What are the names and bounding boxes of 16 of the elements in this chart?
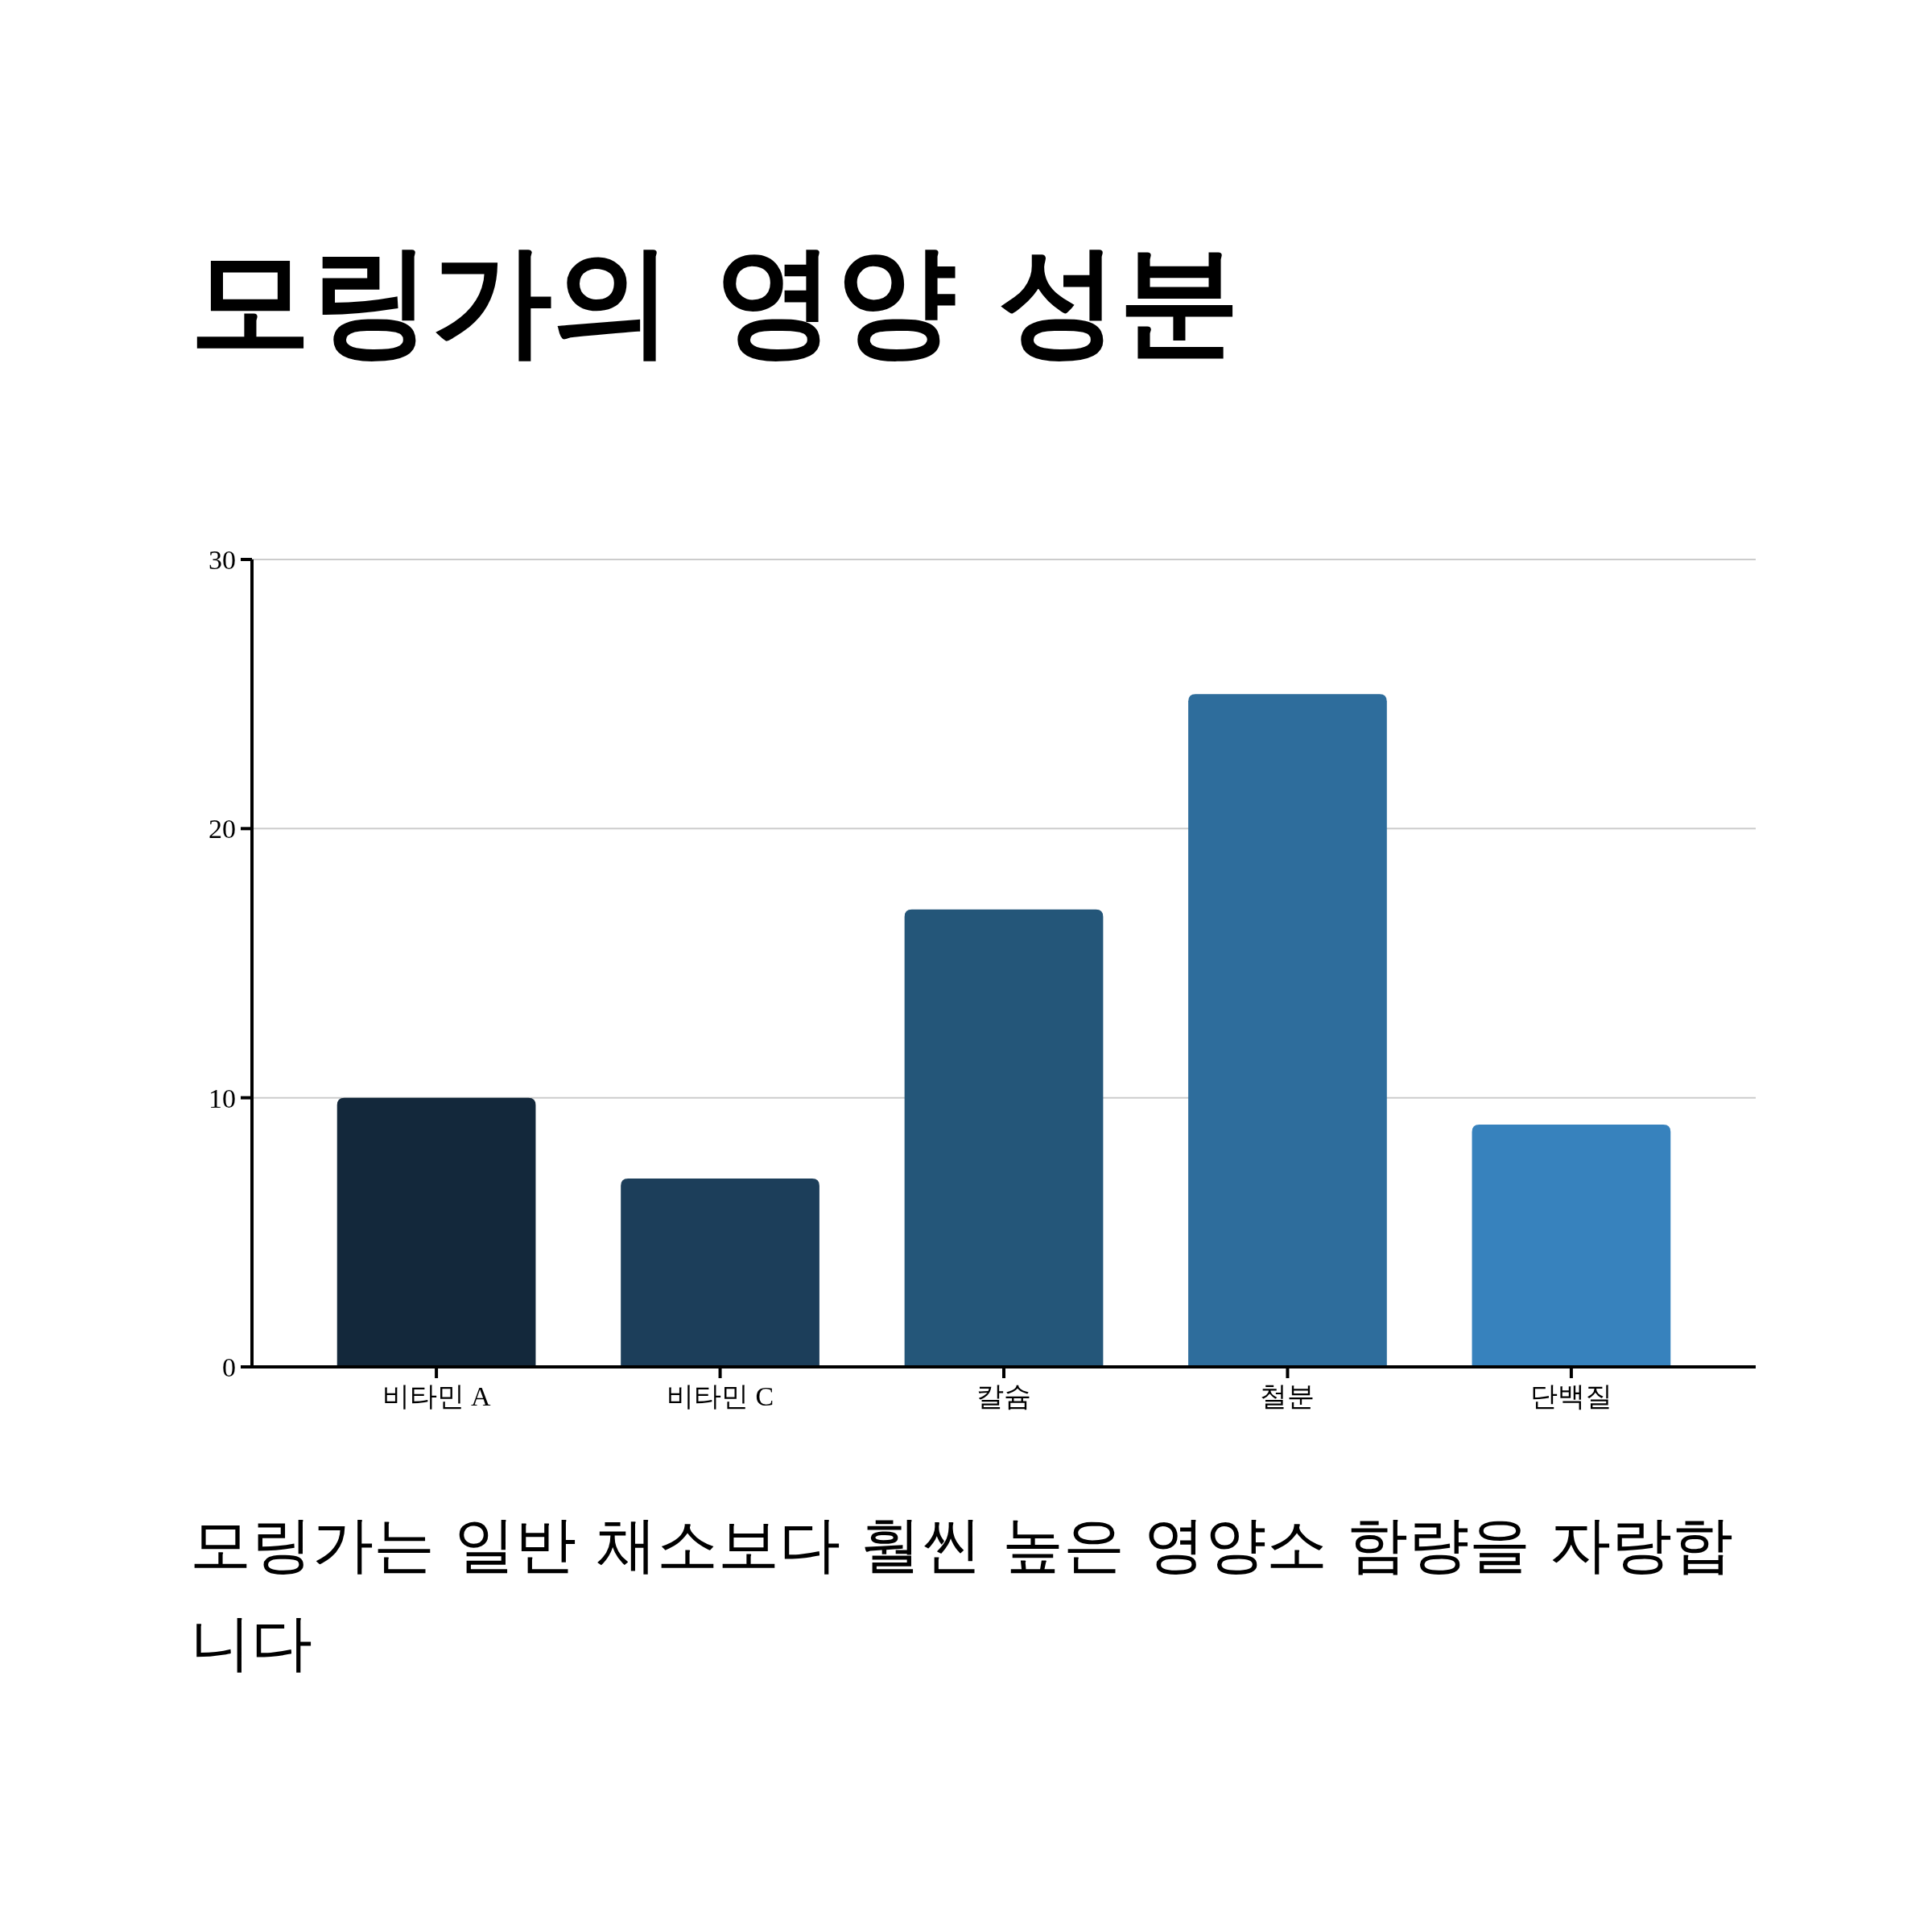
x-tick-label: 철분 [1260, 1381, 1315, 1411]
x-tick-label: 비타민 C [666, 1381, 774, 1411]
x-tick-label: 단백질 [1530, 1381, 1612, 1411]
bar [1188, 694, 1387, 1367]
x-tick-label: 칼슘 [976, 1381, 1031, 1411]
y-tick-label: 10 [208, 1083, 236, 1113]
bar [904, 909, 1104, 1367]
y-tick-label: 0 [222, 1352, 236, 1382]
x-tick-label: 비타민 A [382, 1381, 492, 1411]
bar [621, 1178, 819, 1367]
text: 모링가는 일반 채소보다 훨씬 높은 영양소 함량을 자랑합니다 [190, 1508, 1735, 1680]
bar [1472, 1125, 1671, 1367]
y-tick-label: 20 [208, 814, 236, 844]
chart-title: 모링가의 영양 성분 [190, 230, 1241, 370]
y-tick-label: 30 [208, 544, 236, 575]
bar [336, 1097, 536, 1367]
